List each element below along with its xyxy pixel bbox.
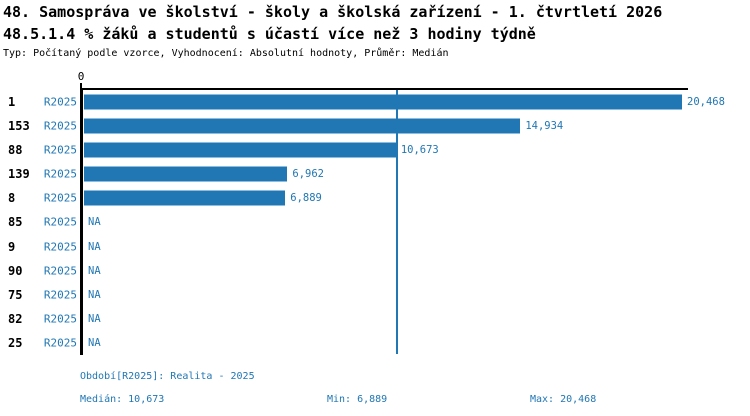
row-category-label: 25 (8, 335, 23, 350)
chart-row: 85 R2025 NA (0, 210, 750, 234)
y-axis-line (80, 89, 83, 355)
bar (84, 94, 682, 110)
row-category-label: 82 (8, 311, 23, 326)
row-series-label: R2025 (43, 95, 77, 109)
row-category-label: 1 (8, 95, 16, 110)
row-series-label: R2025 (43, 215, 77, 229)
chart-row: 139 R2025 6,962 (0, 162, 750, 186)
bar-value-label: NA (88, 264, 101, 277)
row-series-label: R2025 (43, 143, 77, 157)
row-category-label: 90 (8, 263, 23, 278)
row-series-label: R2025 (43, 336, 77, 350)
x-axis-tick-label: 0 (77, 70, 85, 83)
bar (84, 190, 286, 206)
bar-value-label: NA (88, 240, 101, 253)
row-category-label: 139 (8, 167, 30, 182)
row-category-label: 85 (8, 215, 23, 230)
stat-median-label: Medián: 10,673 (80, 394, 165, 405)
chart-title: 48. Samospráva ve školství - školy a ško… (3, 3, 663, 21)
row-series-label: R2025 (43, 119, 77, 133)
bar-value-label: 6,962 (292, 168, 324, 181)
stat-max-label: Max: 20,468 (530, 394, 597, 405)
bar-value-label: 14,934 (525, 120, 564, 133)
chart-row: 9 R2025 NA (0, 235, 750, 259)
bar-value-label: 20,468 (687, 96, 725, 109)
bar-value-label: NA (88, 216, 101, 229)
row-series-label: R2025 (43, 288, 77, 302)
bar (84, 118, 521, 134)
chart-row: 90 R2025 NA (0, 259, 750, 283)
row-category-label: 9 (8, 239, 16, 254)
row-series-label: R2025 (43, 312, 77, 326)
row-series-label: R2025 (43, 167, 77, 181)
chart-row: 153 R2025 14,934 (0, 114, 750, 138)
chart-row: 1 R2025 20,468 (0, 90, 750, 114)
bar (84, 142, 396, 158)
chart-row: 8 R2025 6,889 (0, 186, 750, 210)
chart-meta-line: Typ: Počítaný podle vzorce, Vyhodnocení:… (3, 48, 449, 59)
legend-period-label: Období[R2025]: Realita - 2025 (80, 371, 255, 382)
chart-row: 82 R2025 NA (0, 307, 750, 331)
x-axis-line (80, 88, 688, 90)
row-series-label: R2025 (43, 240, 77, 254)
chart-row: 75 R2025 NA (0, 283, 750, 307)
median-line (395, 90, 398, 354)
chart-row: 25 R2025 NA (0, 331, 750, 355)
row-category-label: 153 (8, 119, 30, 134)
bar-value-label: NA (88, 288, 101, 301)
row-category-label: 88 (8, 143, 23, 158)
chart-row: 88 R2025 10,673 (0, 138, 750, 162)
stat-min-label: Min: 6,889 (327, 394, 388, 405)
bar (84, 166, 288, 182)
row-category-label: 75 (8, 287, 23, 302)
row-series-label: R2025 (43, 191, 77, 205)
bar-value-label: 6,889 (290, 192, 322, 205)
x-axis-tick (80, 83, 82, 89)
bar-value-label: NA (88, 336, 101, 349)
row-series-label: R2025 (43, 264, 77, 278)
row-category-label: 8 (8, 191, 16, 206)
bar-value-label: 10,673 (400, 144, 439, 157)
bar-value-label: NA (88, 312, 101, 325)
chart-subtitle: 48.5.1.4 % žáků a studentů s účastí více… (3, 25, 536, 43)
